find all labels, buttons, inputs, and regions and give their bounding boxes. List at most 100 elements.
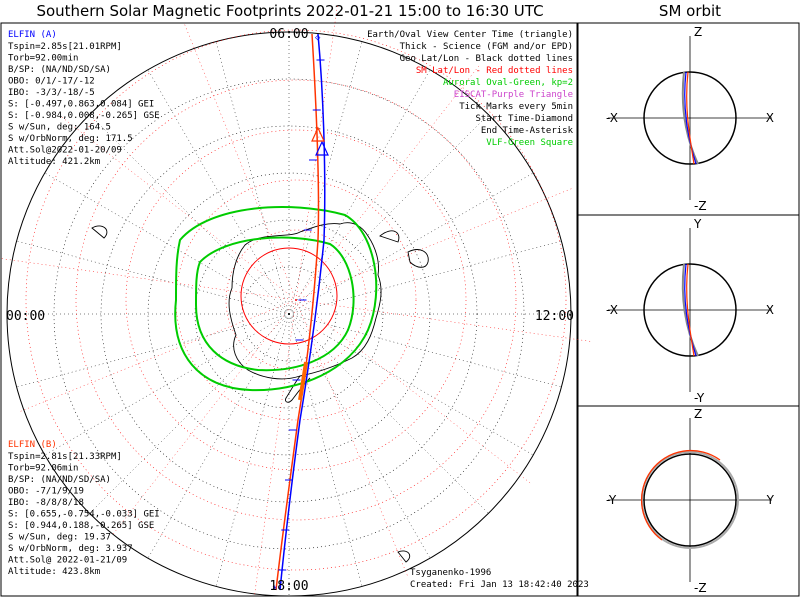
geo-longitude-line — [44, 172, 290, 315]
legend-item: Tick Marks every 5min — [459, 102, 573, 112]
probe-a-name: ELFIN (A) — [8, 30, 57, 40]
orbit-trace — [681, 71, 699, 165]
probe-a-info-line: Altitude: 421.2km — [8, 157, 100, 167]
mlt-label-right: 12:00 — [535, 309, 574, 324]
legend-item: Earth/Oval View Center Time (triangle) — [367, 30, 573, 40]
probe-b-name: ELFIN (B) — [8, 440, 57, 450]
probe-b-info-line: S w/Sun, deg: 19.37 — [8, 533, 111, 543]
probe-a-track — [279, 33, 326, 591]
legend-item: Start Time-Diamond — [475, 114, 573, 124]
probe-a-orbit — [684, 263, 697, 357]
page-title: Southern Solar Magnetic Footprints 2022-… — [36, 2, 544, 20]
geo-longitude-line — [288, 69, 431, 315]
geo-longitude-line — [16, 240, 290, 315]
axis-label-left: -X — [606, 111, 618, 125]
legend-item: Thick - Science (FGM and/or EPD) — [400, 42, 573, 52]
sm-latitude-circle — [240, 247, 338, 345]
axis-label-right: X — [766, 303, 774, 317]
probe-b-info-line: Tspin=2.81s[21.33RPM] — [8, 452, 122, 462]
legend-item: VLF-Green Square — [486, 138, 573, 148]
orbit-panel: Z -Z -X X — [606, 25, 774, 213]
auroral-oval-inner — [194, 236, 355, 372]
orbit-frame — [577, 22, 800, 597]
polar-map: ◇* — [0, 2, 594, 598]
probe-b-info-line: S: [0.655,-0.754,-0.033] GEI — [8, 510, 160, 520]
probe-b-info-line: S w/OrbNorm, deg: 3.937 — [8, 544, 133, 554]
orbit-panels: Z -Z -X X Y -Y -X X Z -Z -Y Y — [606, 25, 775, 595]
geo-longitude-line — [288, 313, 562, 388]
probe-a-info: ELFIN (A) Tspin=2.85s[21.01RPM] Torb=92.0… — [8, 30, 160, 167]
probe-b-info-line: Altitude: 423.8km — [8, 567, 100, 577]
map-boundary — [6, 31, 572, 597]
geo-longitude-line — [288, 172, 534, 315]
sm-longitude-line — [17, 299, 297, 413]
probe-b-track — [275, 33, 320, 591]
axis-label-up: Z — [694, 407, 702, 421]
probe-a-info-line: Torb=92.00min — [8, 54, 78, 64]
antarctica-coastline — [228, 222, 382, 380]
probe-a-info-line: Att.Sol@2022-01-20/09 — [8, 146, 122, 156]
geo-longitude-line — [215, 313, 290, 587]
sm-longitude-line — [111, 299, 297, 537]
probe-a-info-line: S w/Sun, deg: 164.5 — [8, 123, 111, 133]
probe-b-info-line: B/SP: (NA/ND/SD/SA) — [8, 475, 111, 485]
legend-item: Auroral Oval-Green, kp=2 — [443, 78, 573, 88]
geo-longitude-line — [288, 114, 489, 315]
legend-item: Geo Lat/Lon - Black dotted lines — [400, 54, 573, 64]
orbit-trace — [681, 263, 699, 357]
orbit-panel: Z -Z -Y Y — [606, 407, 775, 595]
probe-a-info-line: S w/OrbNorm, deg: 171.5 — [8, 134, 133, 144]
geo-latitude-circle — [194, 219, 384, 409]
probe-a-view-triangle — [315, 140, 329, 156]
axis-label-right: Y — [766, 493, 775, 507]
axis-label-up: Y — [693, 217, 702, 231]
probe-b-info-line: Torb=92.06min — [8, 464, 78, 474]
geo-latitude-circle — [241, 266, 337, 362]
probe-a-info-line: OBO: 0/1/-17/-12 — [8, 77, 95, 87]
probe-b-info-line: S: [0.944,0.188,-0.265] GSE — [8, 521, 154, 531]
geo-longitude-line — [288, 240, 562, 315]
axis-label-left: -X — [606, 303, 618, 317]
probe-a-orbit — [684, 71, 697, 165]
auroral-oval-outer — [174, 206, 378, 392]
legend: Earth/Oval View Center Time (triangle) Th… — [367, 30, 573, 148]
axis-label-right: X — [766, 111, 774, 125]
geo-longitude-line — [89, 114, 290, 315]
probe-a-info-line: B/SP: (NA/ND/SD/SA) — [8, 65, 111, 75]
sm-latitude-circle — [25, 29, 567, 571]
probe-b-orbit — [640, 449, 721, 541]
mlt-label-bottom: 18:00 — [269, 579, 308, 594]
orbit-panel: Y -Y -X X — [606, 217, 774, 405]
sm-longitude-line — [295, 187, 575, 301]
geo-longitude-line — [16, 313, 290, 388]
geo-longitude-line — [89, 313, 290, 514]
axis-label-down: -Z — [694, 581, 707, 595]
geo-longitude-line — [288, 313, 431, 559]
geo-longitude-line — [288, 41, 363, 315]
geo-longitude-line — [288, 313, 534, 456]
end-asterisk: * — [272, 585, 277, 595]
sm-longitude-line — [0, 258, 297, 301]
axis-label-left: -Y — [606, 493, 617, 507]
sm-latitude-circle — [125, 129, 467, 471]
sm-latitude-circle — [75, 79, 517, 521]
mlt-label-left: 00:00 — [6, 309, 45, 324]
geo-latitude-circle — [53, 78, 525, 550]
probe-b-info-line: Att.Sol@ 2022-01-21/09 — [8, 556, 127, 566]
sm-latitude-circle — [225, 229, 367, 371]
legend-item: SM Lat/Lon - Red dotted lines — [416, 66, 573, 76]
legend-item: EISCAT-Purple Triangle — [454, 90, 573, 100]
probe-b-orbit — [686, 71, 695, 165]
start-diamond: ◇ — [315, 33, 321, 43]
geo-longitude-line — [147, 69, 290, 315]
sm-longitude-line — [254, 299, 297, 598]
probe-b-info-line: OBO: -7/1/9/19 — [8, 487, 84, 497]
sm-orbit-title: SM orbit — [658, 2, 722, 20]
geo-longitude-line — [288, 313, 489, 514]
axis-label-down: -Y — [694, 391, 705, 405]
probe-b-info: ELFIN (B) Tspin=2.81s[21.33RPM] Torb=92.0… — [8, 440, 160, 577]
probe-a-info-line: S: [-0.497,0.863,0.084] GEI — [8, 100, 154, 110]
axis-label-up: Z — [694, 25, 702, 39]
geo-longitude-line — [288, 313, 363, 587]
